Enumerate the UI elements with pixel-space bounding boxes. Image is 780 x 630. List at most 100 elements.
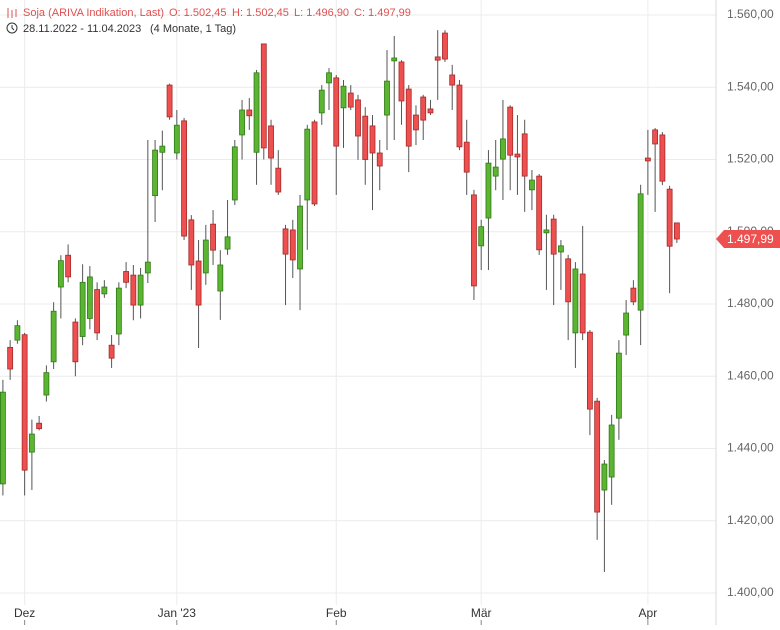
candle-body bbox=[333, 77, 340, 147]
candle bbox=[94, 282, 101, 341]
candle bbox=[644, 129, 651, 195]
candle bbox=[623, 300, 630, 355]
candle-body bbox=[442, 32, 448, 60]
candle bbox=[195, 240, 202, 349]
candle-body bbox=[72, 321, 79, 363]
candle bbox=[369, 115, 376, 211]
candle bbox=[456, 80, 463, 151]
candle bbox=[101, 280, 108, 298]
last-price-label: 1.497,99 bbox=[727, 232, 774, 246]
candle bbox=[21, 332, 28, 496]
candle bbox=[391, 35, 398, 140]
candle bbox=[311, 119, 318, 207]
candle bbox=[384, 50, 390, 151]
candle bbox=[630, 280, 637, 306]
candle-body bbox=[297, 205, 303, 270]
candle bbox=[572, 262, 579, 368]
candle-body bbox=[384, 80, 390, 116]
candle bbox=[115, 282, 122, 346]
candle bbox=[72, 318, 79, 377]
candle-body bbox=[615, 352, 622, 419]
candle bbox=[318, 85, 325, 125]
candle bbox=[123, 262, 129, 289]
candle-body bbox=[166, 84, 173, 118]
ohlc-open: O: 1.502,45 bbox=[169, 7, 227, 19]
candle-body bbox=[507, 106, 514, 156]
candle-body bbox=[181, 120, 187, 237]
candle bbox=[587, 330, 593, 436]
candle bbox=[28, 419, 35, 491]
candle-body bbox=[543, 229, 550, 234]
candle bbox=[507, 105, 514, 191]
candle bbox=[536, 173, 543, 255]
candle-body bbox=[340, 85, 347, 109]
y-tick-label: 1.540,00 bbox=[727, 79, 774, 93]
title: Soja (ARIVA Indikation, Last) bbox=[23, 7, 164, 19]
candle-body bbox=[565, 258, 572, 303]
candle bbox=[529, 169, 535, 211]
candle bbox=[427, 99, 434, 116]
candle-body bbox=[14, 325, 21, 341]
candle-body bbox=[173, 124, 180, 154]
y-tick-label: 1.400,00 bbox=[727, 585, 774, 599]
y-tick-label: 1.520,00 bbox=[727, 152, 774, 166]
candle-body bbox=[36, 422, 43, 430]
candle-body bbox=[152, 149, 158, 197]
candle-body bbox=[347, 92, 354, 108]
period: 28.11.2022 - 11.04.2023 bbox=[23, 23, 141, 35]
candle-body bbox=[529, 179, 535, 191]
candle bbox=[579, 225, 586, 341]
candle-body bbox=[362, 115, 369, 160]
candle bbox=[449, 64, 456, 111]
candle bbox=[7, 340, 14, 380]
clock-icon bbox=[6, 22, 18, 34]
candle bbox=[478, 219, 485, 271]
ohlc-close: C: 1.497,99 bbox=[354, 7, 411, 19]
grid-layer bbox=[0, 0, 716, 605]
candle-body bbox=[673, 222, 680, 240]
candle bbox=[500, 99, 506, 200]
y-tick-label: 1.560,00 bbox=[727, 7, 774, 21]
candle-body bbox=[282, 228, 289, 255]
candle bbox=[224, 199, 231, 255]
ohlc-high: H: 1.502,45 bbox=[232, 7, 289, 19]
candle bbox=[43, 365, 50, 402]
candle bbox=[188, 215, 195, 290]
candle bbox=[673, 222, 680, 243]
candle bbox=[65, 244, 72, 283]
candle bbox=[304, 124, 311, 250]
y-tick-label: 1.420,00 bbox=[727, 513, 774, 527]
candle-body bbox=[558, 245, 564, 253]
candle-body bbox=[188, 219, 195, 266]
candle-body bbox=[376, 152, 383, 167]
last-price-tag bbox=[716, 230, 780, 249]
candle-body bbox=[514, 153, 521, 158]
candle-body bbox=[79, 281, 86, 337]
candle-body bbox=[420, 96, 427, 121]
candle-body bbox=[434, 56, 441, 61]
candle-body bbox=[239, 109, 245, 136]
candle bbox=[492, 139, 499, 191]
candle-body bbox=[601, 463, 608, 491]
candle-body bbox=[268, 125, 274, 159]
candle bbox=[50, 302, 57, 370]
candle-body bbox=[637, 193, 644, 311]
candle bbox=[231, 139, 238, 206]
x-tick-label: Feb bbox=[326, 606, 347, 620]
candle-body bbox=[21, 334, 28, 471]
candle-body bbox=[57, 260, 64, 288]
candle-body bbox=[666, 188, 673, 247]
ohlc-low: L: 1.496,90 bbox=[294, 7, 349, 19]
candle-body bbox=[65, 254, 72, 278]
candle bbox=[166, 83, 173, 120]
candle-body bbox=[369, 125, 376, 154]
candle-body bbox=[579, 273, 586, 334]
candle-body bbox=[536, 175, 543, 251]
candle-body bbox=[115, 287, 122, 335]
candle bbox=[514, 115, 521, 195]
candle-body bbox=[318, 89, 325, 114]
candle bbox=[420, 94, 427, 140]
candle-body bbox=[210, 223, 216, 251]
candle bbox=[355, 94, 361, 160]
